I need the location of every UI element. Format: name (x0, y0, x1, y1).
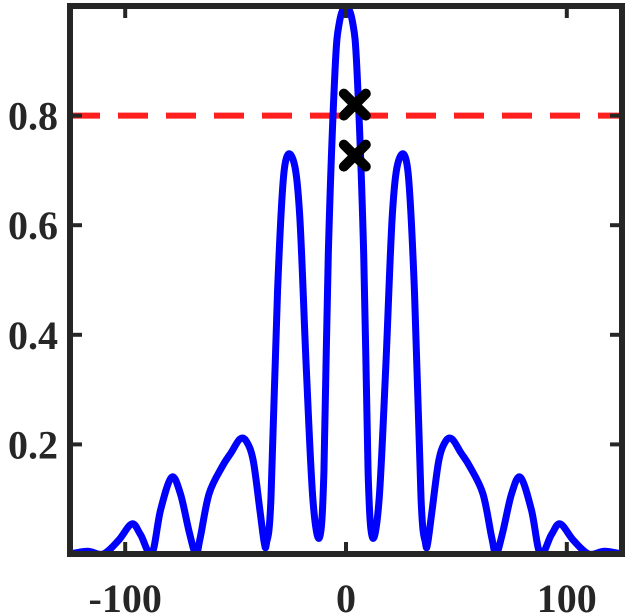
plot-area (70, 6, 622, 554)
tick-label-layer: -100 0 100 0.2 0.4 0.6 0.8 (8, 94, 597, 616)
x-tick-label: -100 (89, 576, 162, 616)
plot-layer (70, 6, 622, 554)
series-line-0 (70, 6, 622, 554)
y-tick-label: 0.6 (8, 203, 58, 248)
y-tick-label: 0.2 (8, 422, 58, 467)
marker-x-0 (338, 88, 371, 121)
x-tick-label: 100 (537, 576, 597, 616)
marker-x-1 (338, 139, 371, 172)
x-tick-label: 0 (336, 576, 356, 616)
axes-box (67, 3, 625, 557)
y-tick-label: 0.8 (8, 94, 58, 139)
tick-layer (70, 6, 622, 554)
y-tick-label: 0.4 (8, 313, 58, 358)
